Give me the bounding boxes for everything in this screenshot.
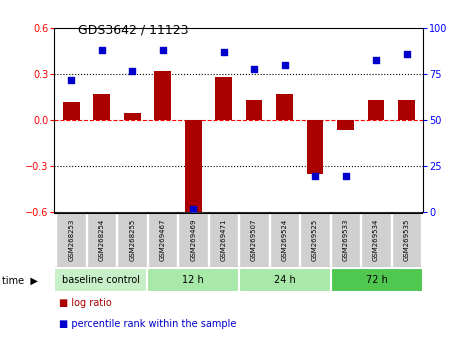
Point	[159, 47, 166, 53]
Point	[67, 77, 75, 83]
Point	[128, 68, 136, 74]
Text: ■ percentile rank within the sample: ■ percentile rank within the sample	[59, 319, 236, 329]
Text: GSM269533: GSM269533	[342, 218, 349, 261]
Bar	[87, 213, 116, 267]
Text: GSM269525: GSM269525	[312, 219, 318, 261]
Bar	[185, 120, 201, 212]
Bar	[300, 213, 330, 267]
Bar	[368, 101, 385, 120]
Bar	[154, 71, 171, 120]
Point	[311, 173, 319, 178]
Bar	[331, 213, 360, 267]
Text: 12 h: 12 h	[182, 275, 203, 285]
Bar	[148, 213, 177, 267]
Bar	[337, 120, 354, 130]
Text: GDS3642 / 11123: GDS3642 / 11123	[78, 23, 189, 36]
Bar	[117, 213, 147, 267]
Text: 72 h: 72 h	[366, 275, 388, 285]
Text: GSM268253: GSM268253	[68, 219, 74, 261]
Text: GSM269534: GSM269534	[373, 219, 379, 261]
Bar	[147, 268, 239, 292]
Bar	[331, 268, 423, 292]
Bar	[392, 213, 421, 267]
Bar	[270, 213, 299, 267]
Bar	[56, 213, 86, 267]
Bar	[361, 213, 391, 267]
Bar	[178, 213, 208, 267]
Text: GSM269469: GSM269469	[190, 218, 196, 261]
Bar	[398, 101, 415, 120]
Point	[342, 173, 350, 178]
Text: GSM268255: GSM268255	[129, 219, 135, 261]
Bar	[124, 113, 140, 120]
Point	[403, 51, 411, 57]
Bar	[63, 102, 79, 120]
Point	[189, 206, 197, 212]
Bar	[54, 268, 147, 292]
Bar	[276, 94, 293, 120]
Point	[250, 66, 258, 72]
Bar	[307, 120, 324, 174]
Bar	[93, 94, 110, 120]
Text: GSM268254: GSM268254	[99, 219, 105, 261]
Text: GSM269535: GSM269535	[403, 219, 410, 261]
Text: ■ log ratio: ■ log ratio	[59, 298, 112, 308]
Bar	[239, 268, 331, 292]
Bar	[246, 101, 263, 120]
Bar	[209, 213, 238, 267]
Point	[98, 47, 105, 53]
Text: 24 h: 24 h	[274, 275, 296, 285]
Text: GSM269524: GSM269524	[281, 219, 288, 261]
Text: GSM269471: GSM269471	[220, 218, 227, 261]
Text: baseline control: baseline control	[61, 275, 140, 285]
Text: GSM269467: GSM269467	[160, 218, 166, 261]
Point	[372, 57, 380, 62]
Point	[281, 62, 289, 68]
Point	[220, 50, 228, 55]
Text: time  ▶: time ▶	[2, 275, 38, 285]
Bar	[239, 213, 269, 267]
Bar	[215, 78, 232, 120]
Text: GSM269507: GSM269507	[251, 218, 257, 261]
